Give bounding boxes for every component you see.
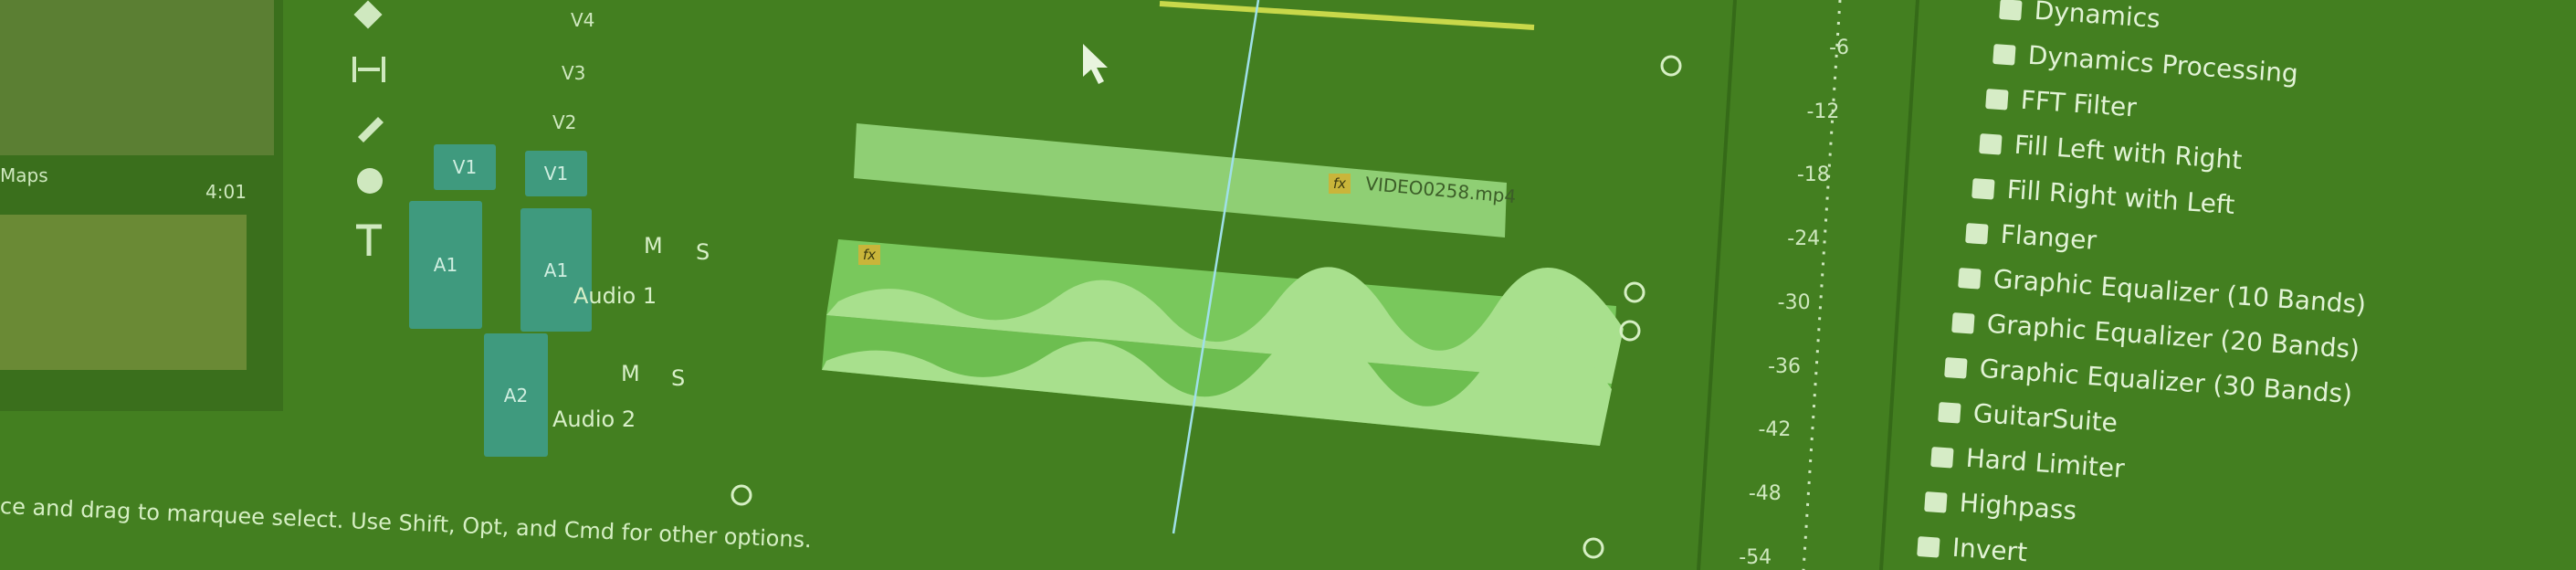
- mute-button[interactable]: M: [644, 233, 663, 259]
- effect-icon: [1923, 491, 1948, 513]
- effect-icon: [1971, 178, 1995, 200]
- meter-ticks: [1802, 0, 1842, 570]
- meter-label: -30: [1777, 290, 1811, 314]
- mouse-cursor: [1083, 44, 1108, 84]
- effect-icon: [1944, 357, 1968, 379]
- waveform: [822, 332, 1612, 446]
- track-label: V3: [562, 62, 586, 84]
- effect-icon: [1950, 312, 1975, 334]
- panel-divider: [1879, 0, 1919, 570]
- solo-button[interactable]: S: [671, 365, 686, 391]
- effect-icon: [1917, 536, 1940, 558]
- scroll-handle[interactable]: [1582, 537, 1604, 559]
- effect-icon: [1964, 223, 1989, 245]
- meter-label: -24: [1787, 227, 1821, 251]
- track-label: V2: [552, 111, 577, 133]
- meter-label: -36: [1768, 354, 1801, 378]
- tool-panel: [352, 0, 385, 256]
- mute-button[interactable]: M: [621, 361, 640, 386]
- track-target[interactable]: V1: [525, 151, 587, 196]
- meter-label: -12: [1806, 100, 1840, 123]
- video-clip[interactable]: [854, 123, 1507, 238]
- item-name: Maps: [0, 164, 48, 186]
- tool-icon: [353, 0, 383, 29]
- scroll-handle[interactable]: [1624, 281, 1645, 303]
- effect-icon: [1985, 89, 2009, 111]
- effect-icon: [1958, 268, 1982, 290]
- effect-icon: [1978, 133, 2003, 155]
- tool-icon: [356, 224, 382, 256]
- source-patch[interactable]: A1: [409, 201, 482, 329]
- fx-badge: fx: [1329, 174, 1351, 194]
- effect-icon: [1999, 0, 2023, 21]
- solo-button[interactable]: S: [696, 239, 710, 265]
- tool-icon: [358, 117, 384, 142]
- scroll-handle[interactable]: [1660, 55, 1682, 77]
- thumbnail: [0, 0, 274, 155]
- track-label: V4: [571, 9, 595, 31]
- source-patch[interactable]: V1: [434, 144, 496, 190]
- playhead[interactable]: [1172, 0, 1260, 534]
- effect-icon: [1930, 447, 1954, 469]
- item-duration: 4:01: [205, 181, 247, 203]
- scroll-handle[interactable]: [1619, 320, 1641, 342]
- work-area-bar: [1159, 1, 1535, 30]
- meter-label: -54: [1739, 545, 1772, 569]
- track-name: Audio 1: [573, 283, 657, 309]
- scroll-handle[interactable]: [731, 484, 752, 506]
- track-name: Audio 2: [552, 406, 636, 432]
- meter-label: -6: [1829, 37, 1849, 59]
- meter-label: -42: [1758, 418, 1792, 442]
- meter-label: -48: [1748, 481, 1782, 505]
- tool-icon: [357, 168, 383, 194]
- panel-divider: [1697, 0, 1737, 570]
- fx-badge: fx: [858, 245, 880, 265]
- waveform: [826, 267, 1624, 384]
- effect-icon: [1992, 44, 2016, 66]
- thumbnail: [0, 215, 247, 370]
- track-target[interactable]: A2: [484, 333, 548, 457]
- effect-name: Invert: [1950, 532, 2029, 568]
- effect-icon: [1937, 402, 1961, 424]
- tool-icon: [352, 57, 385, 82]
- meter-label: -18: [1796, 164, 1830, 187]
- track-target[interactable]: A1: [520, 208, 592, 332]
